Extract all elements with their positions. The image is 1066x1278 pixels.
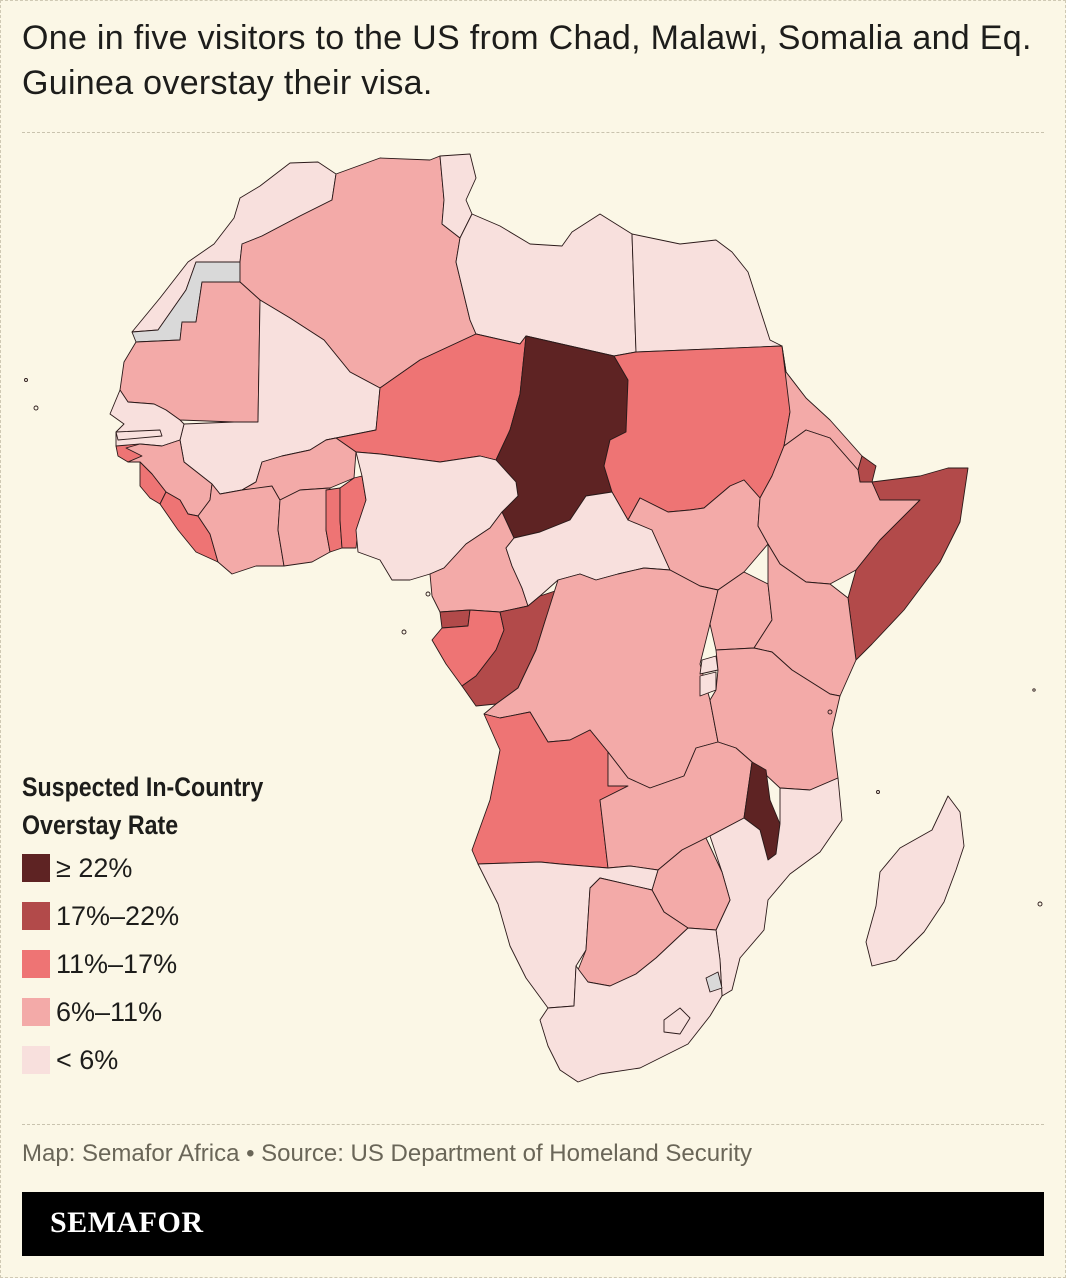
brand-bar: SEMAFOR xyxy=(22,1192,1044,1256)
africa-map xyxy=(24,153,1043,1083)
country-egypt xyxy=(631,233,783,353)
legend-item-11-17: 11%–17% xyxy=(22,940,303,988)
country-equatorial-guinea xyxy=(439,609,471,629)
legend-label: ≥ 22% xyxy=(56,852,133,883)
cape-verde-island xyxy=(24,378,28,382)
country-rwanda xyxy=(699,655,719,675)
legend-label: 6%–11% xyxy=(56,996,163,1027)
legend: Suspected In-Country Overstay Rate ≥ 22%… xyxy=(22,768,303,1084)
legend-item-ge22: ≥ 22% xyxy=(22,844,303,892)
country-burundi xyxy=(699,671,717,697)
legend-label: < 6% xyxy=(56,1044,119,1075)
country-eswatini xyxy=(705,971,723,993)
divider-bottom xyxy=(22,1124,1044,1125)
sao-tome-island xyxy=(401,629,407,635)
headline: One in five visitors to the US from Chad… xyxy=(22,19,1032,102)
legend-swatch xyxy=(22,998,50,1026)
country-somalia xyxy=(847,467,969,661)
country-madagascar xyxy=(865,795,965,967)
legend-label: 17%–22% xyxy=(56,900,180,931)
legend-title-line1: Suspected In-Country xyxy=(22,772,264,802)
legend-label: 11%–17% xyxy=(56,948,178,979)
zanzibar-island xyxy=(827,709,833,715)
legend-swatch xyxy=(22,950,50,978)
country-libya xyxy=(455,213,637,357)
country-lesotho xyxy=(663,1007,691,1035)
country-ghana xyxy=(277,487,331,567)
divider-top xyxy=(22,132,1044,133)
country-cote-d-ivoire xyxy=(197,481,285,575)
legend-swatch xyxy=(22,854,50,882)
legend-item-6-11: 6%–11% xyxy=(22,988,303,1036)
comoros-island xyxy=(876,790,880,794)
legend-swatch xyxy=(22,902,50,930)
canary-islands xyxy=(33,405,39,411)
brand-logo: SEMAFOR xyxy=(50,1206,204,1239)
legend-title-line2: Overstay Rate xyxy=(22,810,179,840)
country-djibouti xyxy=(857,455,877,483)
legend-item-17-22: 17%–22% xyxy=(22,892,303,940)
source-note: Map: Semafor Africa • Source: US Departm… xyxy=(22,1140,753,1167)
legend-swatch xyxy=(22,1046,50,1074)
seychelles-island xyxy=(1032,688,1036,692)
legend-item-lt6: < 6% xyxy=(22,1036,303,1084)
country-gambia xyxy=(115,429,163,441)
country-south-africa xyxy=(539,927,723,1083)
mauritius-island xyxy=(1037,901,1043,907)
bioko-island xyxy=(425,591,431,597)
